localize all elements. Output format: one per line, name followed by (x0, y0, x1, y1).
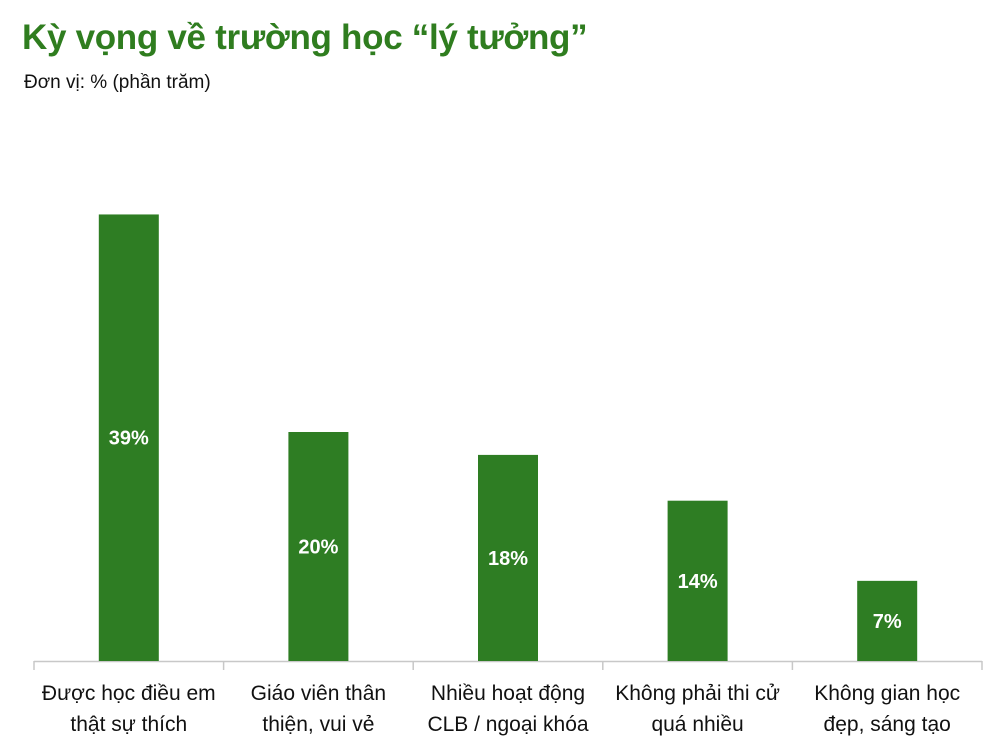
bar-value-label: 14% (678, 571, 718, 593)
category-label: Không phải thi cử (615, 682, 780, 705)
bar-value-label: 7% (873, 611, 902, 633)
category-label: thiện, vui vẻ (262, 713, 374, 736)
bar-value-label: 20% (298, 537, 338, 559)
category-label: thật sự thích (70, 713, 187, 736)
category-label: Không gian học (814, 682, 960, 705)
bar-4 (667, 500, 728, 661)
category-label: CLB / ngoại khóa (427, 713, 588, 736)
category-label: quá nhiều (651, 713, 743, 736)
chart-subtitle: Đơn vị: % (phần trăm) (24, 72, 211, 93)
category-label: Nhiều hoạt động (431, 682, 585, 705)
category-label: đẹp, sáng tạo (824, 713, 951, 736)
category-label: Được học điều em (42, 682, 216, 705)
bar-value-label: 18% (488, 548, 528, 570)
bar-5 (857, 580, 918, 661)
bar-3 (478, 454, 538, 661)
bar-2 (288, 432, 349, 661)
chart-title: Kỳ vọng về trường học “lý tưởng” (22, 18, 588, 57)
category-label: Giáo viên thân (251, 682, 386, 705)
bar-1 (98, 214, 159, 661)
bar-value-label: 39% (109, 428, 149, 450)
